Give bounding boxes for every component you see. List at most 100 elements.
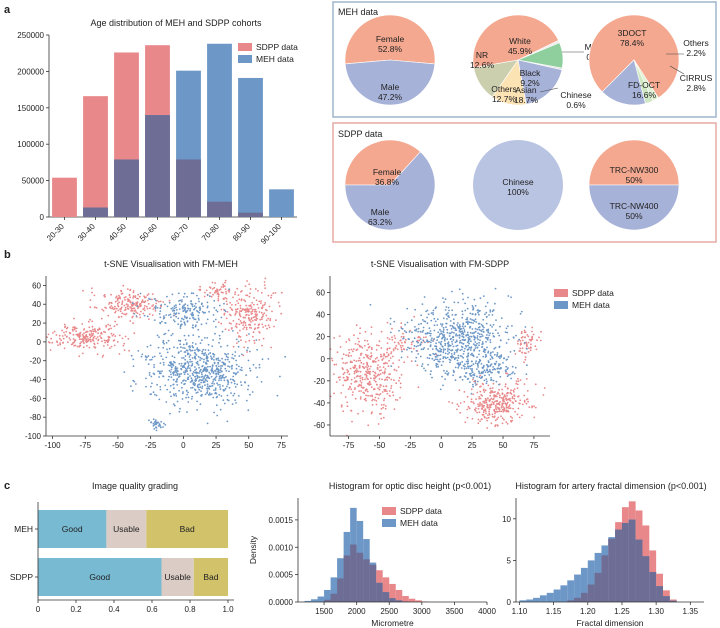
scatter-point [170,366,173,368]
scatter-point [210,375,213,378]
scatter-point [185,317,188,320]
scatter-point [213,306,216,309]
scatter-point [540,330,542,333]
scatter-point [212,396,215,399]
scatter-point [85,341,88,344]
hist-bar-overlap [608,538,616,602]
scatter-point [239,381,242,383]
scatter-point [258,363,261,366]
scatter-point [371,411,373,414]
x-tick-label: -75 [343,441,355,450]
scatter-point [476,411,478,414]
scatter-point [210,355,212,358]
tsne-sdpp-title: t-SNE Visualisation with FM-SDPP [371,259,509,269]
scatter-point [228,370,230,373]
scatter-point [165,401,168,403]
scatter-point [403,330,406,332]
scatter-point [237,395,240,397]
scatter-point [375,383,378,386]
scatter-point [166,295,168,298]
scatter-point [124,335,127,338]
scatter-point [475,398,477,400]
scatter-point [447,345,450,348]
scatter-point [183,309,186,312]
scatter-point [134,296,137,299]
scatter-point [441,336,444,339]
scatter-point [525,378,528,380]
scatter-point [491,357,494,360]
scatter-point [123,349,126,352]
scatter-point [186,360,189,363]
scatter-point [384,407,387,410]
scatter-point [124,313,127,316]
scatter-point [446,370,448,373]
scatter-point [520,332,523,335]
scatter-point [118,316,120,319]
scatter-point [458,334,461,336]
scatter-point [357,343,359,346]
scatter-point [360,390,362,392]
scatter-point [232,394,235,397]
scatter-point [280,291,283,294]
scatter-point [177,292,180,295]
scatter-point [453,353,456,355]
scatter-point [235,402,237,404]
scatter-point [443,338,446,341]
hist-bar-meh [311,599,318,602]
scatter-point [249,326,251,329]
scatter-point [480,333,483,336]
scatter-point [169,384,172,387]
scatter-point [528,406,531,408]
scatter-point [222,286,225,288]
scatter-point [340,404,343,406]
scatter-point [343,371,346,374]
scatter-point [350,354,352,357]
scatter-point [150,375,153,378]
scatter-point [149,307,151,310]
scatter-point [518,416,521,419]
scatter-point [494,391,496,393]
scatter-point [128,349,131,352]
scatter-point [129,296,132,299]
scatter-point [159,307,162,310]
scatter-point [122,284,125,287]
scatter-point [105,324,108,327]
scatter-point [442,384,444,387]
scatter-point [415,340,418,343]
scatter-point [444,309,447,311]
scatter-point [129,306,131,308]
scatter-point [68,337,71,339]
x-axis-label: Fractal dimension [576,618,643,628]
scatter-point [391,327,393,330]
scatter-point [487,351,489,354]
scatter-point [239,336,242,338]
scatter-point [464,421,467,424]
scatter-point [365,399,367,402]
scatter-point [501,405,503,408]
scatter-point [173,305,176,307]
scatter-point [264,277,267,280]
scatter-point [429,330,432,332]
scatter-point [369,365,372,368]
scatter-point [372,398,374,401]
scatter-point [386,321,389,324]
scatter-point [364,339,366,342]
scatter-point [506,406,509,409]
scatter-point [371,404,374,406]
scatter-point [499,401,501,403]
scatter-point [435,364,438,367]
scatter-point [385,385,388,387]
scatter-point [481,406,484,408]
scatter-point [263,303,266,306]
scatter-point [470,398,473,401]
scatter-point [194,378,197,380]
scatter-point [393,408,396,410]
scatter-point [220,308,223,311]
scatter-point [152,418,155,421]
scatter-point [183,383,186,386]
scatter-point [384,378,387,381]
scatter-point [395,344,398,347]
scatter-point [413,345,416,347]
hist-bar-meh [324,589,331,602]
scatter-point [196,360,199,363]
